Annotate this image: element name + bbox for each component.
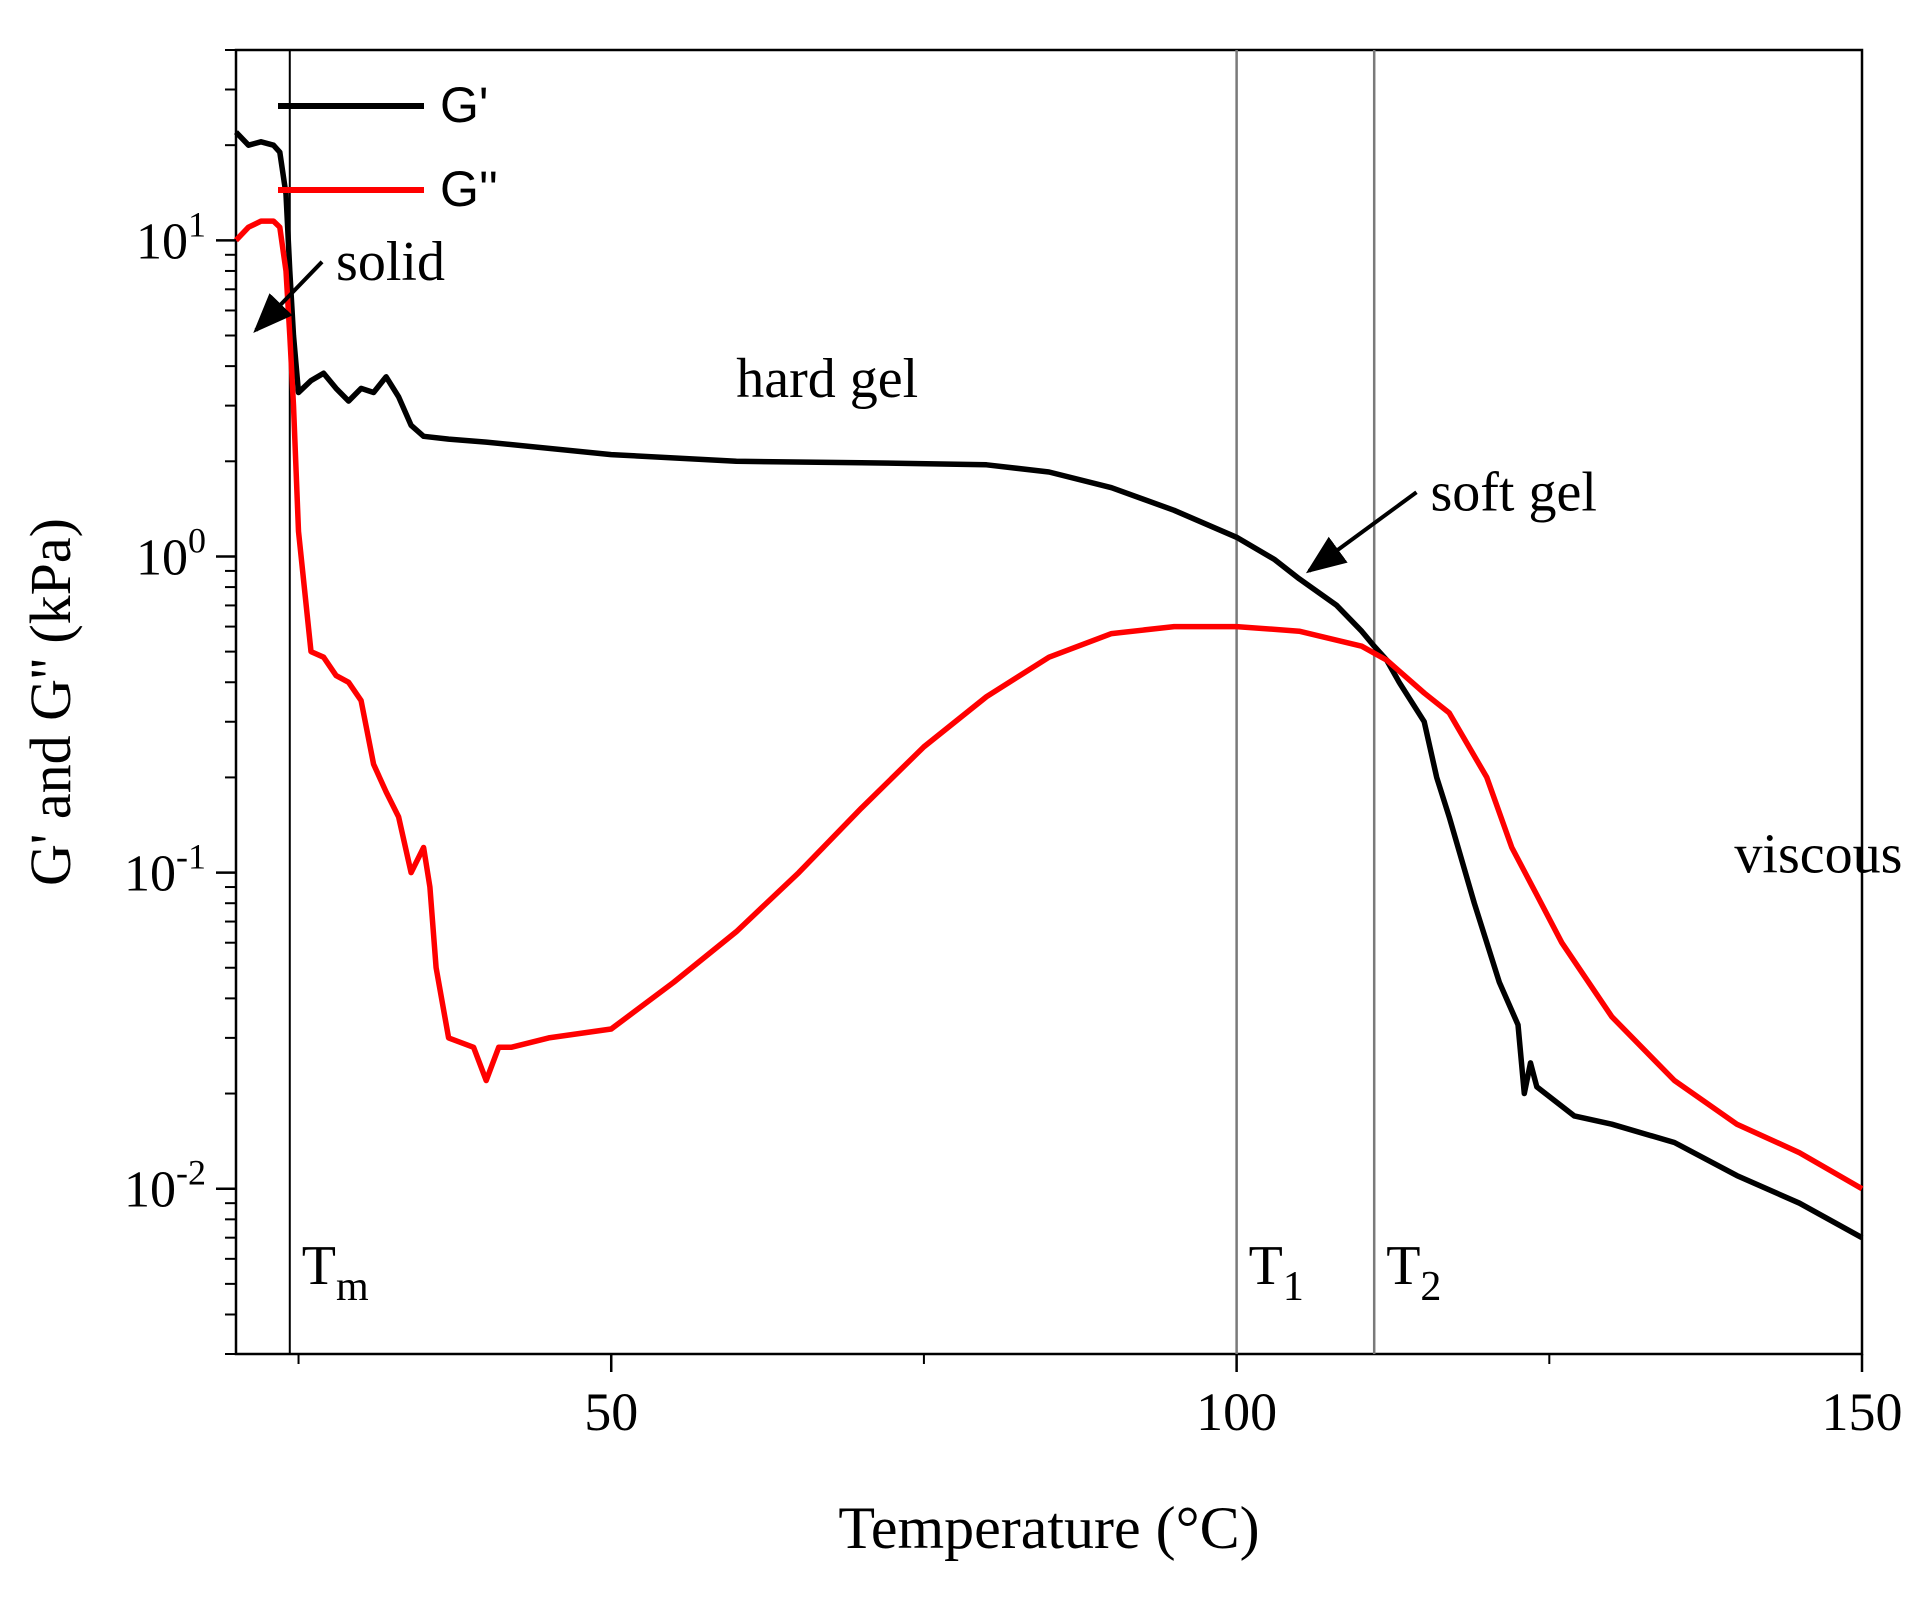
plot-frame xyxy=(234,48,1864,1356)
series-line-0 xyxy=(234,130,1864,1241)
y-tick-exponent: -2 xyxy=(176,1153,206,1193)
x-tick-label-50: 50 xyxy=(584,1382,638,1442)
vline-label-sub: m xyxy=(336,1264,369,1310)
annotation-arrow-solid xyxy=(253,260,324,333)
annotations-group: solid hard gel soft gel viscous xyxy=(253,231,1902,886)
annotation-hard-gel: hard gel xyxy=(736,348,918,410)
x-axis-label: Temperature (°C) xyxy=(838,1495,1259,1561)
vline-label-1: T1 xyxy=(1249,1235,1304,1310)
annotation-solid: solid xyxy=(336,231,445,293)
legend-label-g-prime: G' xyxy=(440,77,488,133)
series-line-1 xyxy=(234,218,1864,1192)
legend-label-g-double-prime: G'' xyxy=(440,161,498,217)
y-tick-label-0: 100 xyxy=(136,520,206,586)
y-tick-label-1: 101 xyxy=(136,204,206,270)
y-tick-label--1: 10-1 xyxy=(124,837,206,903)
vline-label-sub: 1 xyxy=(1283,1264,1304,1310)
annotation-arrow-soft-gel xyxy=(1305,490,1418,574)
y-tick-exponent: 1 xyxy=(188,204,206,244)
y-tick-exponent: -1 xyxy=(176,837,206,877)
x-tick-label-100: 100 xyxy=(1196,1382,1277,1442)
y-axis-label: G' and G'' (kPa) xyxy=(18,518,83,886)
vertical-markers: Tm T1 T2 xyxy=(288,50,1441,1354)
annotation-viscous: viscous xyxy=(1734,824,1902,886)
y-tick-label--2: 10-2 xyxy=(124,1153,206,1219)
vline-label-m: Tm xyxy=(302,1235,369,1310)
x-tick-label-150: 150 xyxy=(1822,1382,1903,1442)
legend: G' G'' xyxy=(278,77,498,217)
vline-label-2: T2 xyxy=(1386,1235,1441,1310)
y-tick-exponent: 0 xyxy=(188,520,206,560)
series-group xyxy=(234,130,1864,1241)
vline-label-sub: 2 xyxy=(1420,1264,1441,1310)
annotation-soft-gel: soft gel xyxy=(1430,461,1596,523)
